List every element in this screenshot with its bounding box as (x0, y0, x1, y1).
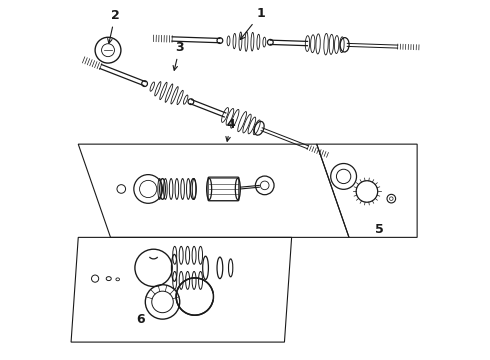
Text: 2: 2 (108, 9, 120, 44)
Text: 4: 4 (226, 118, 235, 141)
Text: 1: 1 (240, 7, 266, 40)
Text: 6: 6 (137, 313, 146, 327)
Text: 3: 3 (173, 41, 184, 70)
Text: 5: 5 (375, 223, 384, 236)
